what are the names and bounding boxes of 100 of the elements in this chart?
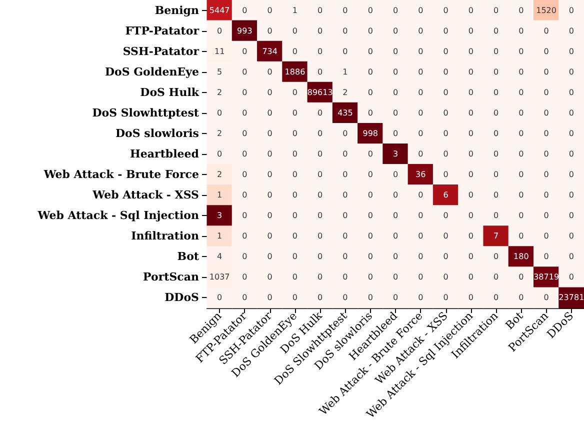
y-tick-label: FTP-Patator — [125, 24, 200, 38]
data-label: 0 — [392, 46, 398, 56]
data-label: 0 — [468, 232, 474, 241]
data-label: 0 — [242, 211, 248, 220]
data-label: 0 — [217, 150, 222, 158]
data-label: 0 — [368, 252, 373, 262]
data-label: 0 — [267, 6, 272, 15]
data-label: 1886 — [284, 67, 306, 76]
data-label: 0 — [267, 272, 272, 282]
data-label: 0 — [342, 128, 348, 138]
data-label: 0 — [493, 150, 499, 158]
data-label: 1037 — [209, 272, 230, 282]
data-label: 0 — [292, 252, 298, 262]
data-label: 0 — [518, 150, 524, 158]
data-label: 0 — [493, 46, 499, 56]
data-label: 0 — [392, 211, 398, 220]
data-label: 0 — [318, 190, 323, 200]
data-label: 0 — [418, 252, 424, 262]
y-tick-label: Bot — [177, 250, 200, 264]
data-label: 0 — [318, 272, 323, 282]
data-label: 0 — [544, 252, 549, 262]
data-label: 0 — [318, 252, 323, 262]
data-label: 0 — [518, 26, 524, 36]
data-label: 2 — [217, 88, 222, 97]
data-label: 0 — [568, 67, 574, 76]
data-label: 0 — [568, 272, 574, 282]
data-label: 0 — [468, 272, 474, 282]
data-label: 0 — [267, 88, 272, 97]
data-label: 0 — [342, 46, 348, 56]
data-label: 0 — [342, 232, 348, 241]
data-label: 993 — [237, 26, 252, 36]
data-label: 0 — [418, 67, 424, 76]
data-label: 5 — [217, 67, 222, 76]
data-label: 0 — [267, 190, 272, 200]
data-label: 0 — [468, 293, 474, 302]
data-label: 0 — [418, 293, 424, 302]
data-label: 0 — [468, 67, 474, 76]
data-label: 0 — [518, 293, 524, 302]
data-label: 0 — [443, 6, 448, 15]
data-label: 0 — [292, 88, 298, 97]
data-label: 0 — [368, 67, 373, 76]
data-label: 0 — [342, 211, 348, 220]
data-label: 0 — [518, 170, 524, 180]
data-label: 0 — [568, 46, 574, 56]
data-label: 0 — [368, 272, 373, 282]
data-label: 0 — [468, 88, 474, 97]
data-label: 2 — [217, 128, 222, 138]
data-label: 0 — [493, 252, 499, 262]
data-label: 89613 — [307, 88, 333, 97]
data-label: 0 — [468, 46, 474, 56]
data-label: 0 — [392, 272, 398, 282]
data-label: 998 — [362, 128, 378, 138]
data-label: 0 — [493, 293, 499, 302]
data-label: 0 — [292, 26, 298, 36]
data-label: 0 — [443, 272, 448, 282]
data-label: 0 — [242, 6, 248, 15]
data-label: 2 — [217, 170, 222, 180]
data-label: 0 — [392, 232, 398, 241]
data-label: 0 — [443, 293, 448, 302]
data-label: 0 — [443, 67, 448, 76]
data-label: 0 — [518, 67, 524, 76]
data-label: 0 — [342, 150, 348, 158]
data-label: 0 — [518, 232, 524, 241]
data-label: 0 — [242, 232, 248, 241]
data-label: 0 — [568, 232, 574, 241]
data-label: 1 — [342, 67, 348, 76]
data-label: 0 — [568, 252, 574, 262]
data-label: 1 — [217, 190, 222, 200]
data-label: 0 — [242, 190, 248, 200]
data-label: 0 — [418, 272, 424, 282]
data-label: 0 — [518, 88, 524, 97]
data-label: 0 — [518, 211, 524, 220]
data-label: 0 — [368, 46, 373, 56]
data-label: 0 — [443, 211, 448, 220]
data-label: 0 — [493, 108, 499, 118]
data-label: 0 — [342, 170, 348, 180]
data-label: 0 — [392, 170, 398, 180]
data-label: 0 — [217, 108, 222, 118]
y-tick-label: Heartbleed — [130, 148, 200, 160]
data-label: 0 — [544, 128, 549, 138]
data-label: 0 — [368, 170, 373, 180]
data-label: 38719 — [534, 272, 560, 282]
data-label: 0 — [318, 46, 323, 56]
data-label: 0 — [493, 170, 499, 180]
data-label: 0 — [342, 293, 348, 302]
data-label: 0 — [418, 6, 424, 15]
data-label: 0 — [318, 232, 323, 241]
data-label: 0 — [544, 170, 549, 180]
data-label: 0 — [518, 6, 524, 15]
data-label: 0 — [468, 128, 474, 138]
data-label: 0 — [242, 170, 248, 180]
data-label: 0 — [368, 190, 373, 200]
y-tick-label: SSH-Patator — [122, 44, 200, 58]
data-label: 0 — [318, 108, 323, 118]
data-label: 0 — [368, 150, 373, 158]
data-label: 0 — [468, 170, 474, 180]
data-label: 180 — [514, 252, 529, 262]
data-label: 435 — [338, 108, 353, 118]
y-tick-label: DDoS — [164, 291, 200, 304]
data-label: 0 — [443, 108, 448, 118]
